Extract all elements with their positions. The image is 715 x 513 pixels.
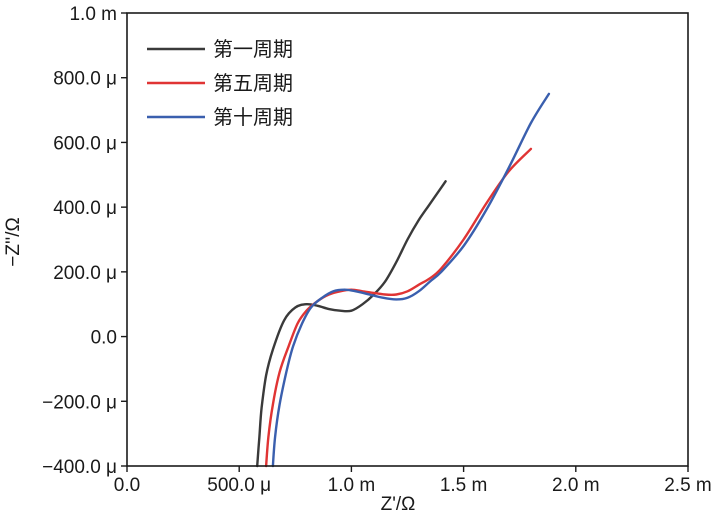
legend-label-3: 第十周期 xyxy=(213,105,293,129)
legend-label-1: 第一周期 xyxy=(213,37,293,61)
y-tick-label: 1.0 m xyxy=(69,4,117,25)
series-line-2 xyxy=(264,147,533,468)
x-tick-label: 1.5 m xyxy=(440,475,488,496)
y-axis-title: −Z''/Ω xyxy=(3,217,24,266)
plot-frame xyxy=(126,12,689,467)
x-axis: 0.0 500.0 μ 1.0 m 1.5 m 2.0 m 2.5 m xyxy=(114,466,712,496)
y-axis: −400.0 μ −200.0 μ 0.0 200.0 μ 400.0 μ 600.0 μ… xyxy=(42,4,127,478)
x-tick-label: 2.0 m xyxy=(552,475,600,496)
x-axis-title: Z'/Ω xyxy=(381,494,416,513)
y-tick-label: 200.0 μ xyxy=(53,263,117,284)
x-tick-label: 1.0 m xyxy=(328,475,376,496)
y-tick-label: −200.0 μ xyxy=(42,392,117,413)
y-tick-label: −400.0 μ xyxy=(42,457,117,478)
series-line-1 xyxy=(256,180,447,468)
x-tick-label: 500.0 μ xyxy=(207,475,271,496)
y-tick-label: 600.0 μ xyxy=(53,133,117,154)
legend-label-2: 第五周期 xyxy=(213,71,293,95)
series-line-3 xyxy=(271,92,551,468)
y-tick-label: 800.0 μ xyxy=(53,69,117,90)
y-tick-label: 400.0 μ xyxy=(53,198,117,219)
x-tick-label: 2.5 m xyxy=(664,475,712,496)
x-tick-label: 0.0 xyxy=(114,475,140,496)
y-tick-label: 0.0 xyxy=(91,328,117,349)
series-layer xyxy=(256,92,551,468)
